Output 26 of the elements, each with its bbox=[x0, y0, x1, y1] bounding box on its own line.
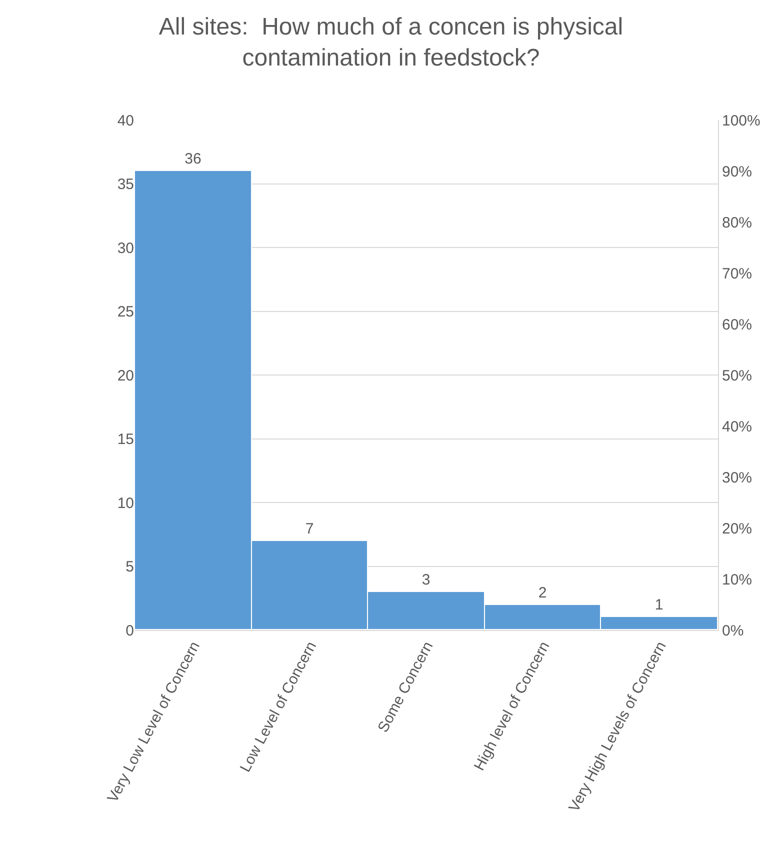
y-tick-label: 20 bbox=[117, 367, 134, 384]
y2-tick-label: 100% bbox=[722, 112, 760, 130]
data-label: 1 bbox=[654, 596, 664, 614]
data-label: 2 bbox=[538, 584, 547, 602]
y-tick-label: 0 bbox=[126, 622, 134, 640]
y-tick-label: 30 bbox=[117, 240, 134, 257]
y-tick-label: 5 bbox=[126, 558, 134, 576]
y2-tick-label: 70% bbox=[722, 265, 752, 282]
y2-tick-label: 50% bbox=[722, 367, 752, 384]
y2-tick-label: 10% bbox=[722, 571, 752, 588]
data-label: 7 bbox=[305, 520, 314, 538]
y2-tick-label: 30% bbox=[722, 469, 752, 486]
y2-tick-label: 40% bbox=[722, 418, 752, 436]
data-label: 3 bbox=[422, 572, 430, 588]
y-tick-label: 35 bbox=[117, 176, 134, 193]
data-label: 36 bbox=[184, 150, 202, 168]
y2-tick-label: 90% bbox=[722, 163, 752, 180]
y2-tick-label: 80% bbox=[722, 214, 752, 232]
y-tick-label: 15 bbox=[117, 431, 134, 448]
chart-title: All sites: How much of a concen is physical contamination in feedstock? bbox=[158, 13, 624, 72]
y-tick-label: 25 bbox=[117, 304, 134, 320]
y2-tick-label: 60% bbox=[722, 316, 752, 334]
y2-tick-label: 20% bbox=[722, 520, 752, 538]
y-tick-label: 10 bbox=[117, 494, 134, 512]
y2-tick-label: 0% bbox=[722, 622, 744, 640]
y-tick-label: 40 bbox=[117, 112, 134, 130]
